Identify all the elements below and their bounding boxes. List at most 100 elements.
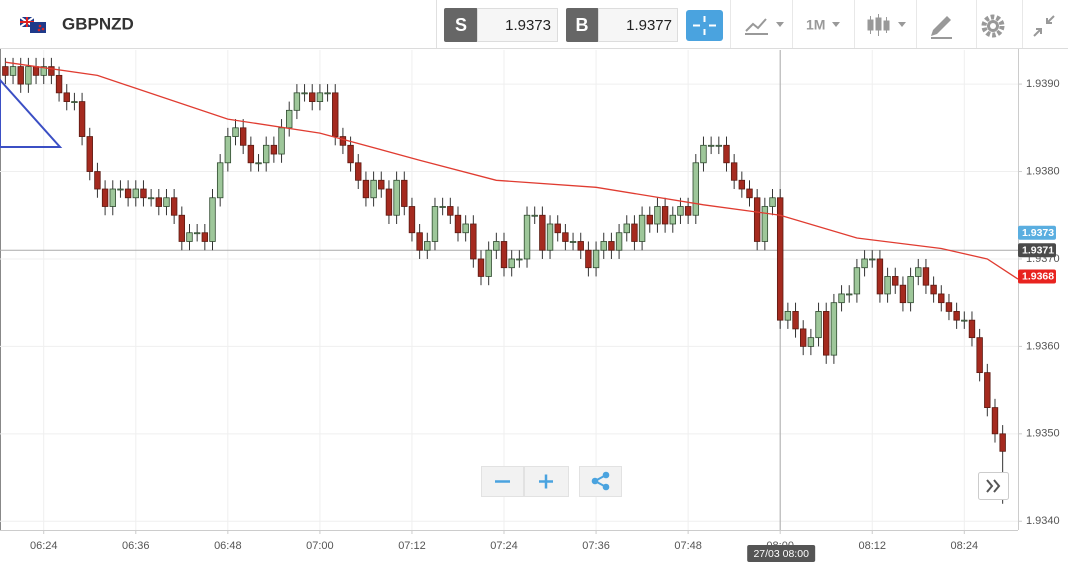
candle-body bbox=[692, 162, 699, 216]
candle-body bbox=[201, 232, 209, 242]
candle-body bbox=[25, 66, 32, 85]
candle-body bbox=[193, 232, 201, 235]
candle-body bbox=[301, 92, 308, 95]
candle-body bbox=[232, 127, 239, 137]
candle-body bbox=[991, 407, 999, 435]
candle-body bbox=[500, 241, 508, 269]
sell-price: 1.9373 bbox=[505, 17, 551, 34]
candle-body bbox=[730, 162, 738, 181]
candle-body bbox=[715, 144, 723, 147]
candle-body bbox=[945, 302, 953, 312]
buy-label-box bbox=[566, 8, 599, 42]
candle-body bbox=[101, 188, 109, 207]
candle-body bbox=[769, 197, 776, 207]
candle-body bbox=[316, 92, 324, 102]
candle-body bbox=[562, 232, 569, 242]
candle-body bbox=[71, 101, 78, 103]
crosshair-time-box bbox=[747, 545, 816, 562]
candle-body bbox=[623, 223, 630, 234]
y-tick-label: 1.9390 bbox=[1026, 78, 1060, 90]
candle-body bbox=[531, 214, 538, 217]
candle-body bbox=[746, 188, 753, 199]
x-tick-label: 07:36 bbox=[582, 540, 610, 552]
x-tick-label: 06:36 bbox=[122, 540, 150, 552]
candle-body bbox=[884, 276, 891, 295]
candle-body bbox=[332, 92, 339, 137]
candle-body bbox=[270, 144, 278, 155]
x-tick-label: 07:00 bbox=[306, 540, 334, 552]
zoom-in-button[interactable] bbox=[524, 466, 569, 497]
candle-body bbox=[477, 258, 485, 277]
draw-tool-button[interactable] bbox=[931, 16, 952, 39]
candle-body bbox=[776, 197, 784, 321]
timeframe-button[interactable]: 1M bbox=[806, 17, 840, 33]
sell-label-box bbox=[444, 8, 478, 42]
candle-body bbox=[17, 66, 24, 85]
candle-body bbox=[255, 162, 262, 165]
x-tick-label: 07:12 bbox=[398, 540, 426, 552]
candle-body bbox=[846, 293, 853, 296]
candle-body bbox=[761, 206, 769, 242]
buy-price-box bbox=[598, 8, 678, 42]
sell-button[interactable]: S 1.9373 bbox=[444, 8, 558, 42]
triangle-drawing[interactable] bbox=[0, 78, 63, 148]
zoom-out-button[interactable] bbox=[481, 466, 524, 497]
candle-body bbox=[86, 136, 93, 172]
candle-body bbox=[454, 214, 462, 234]
candle-body bbox=[631, 223, 638, 242]
y-tick-label: 1.9380 bbox=[1026, 165, 1060, 177]
candle-body bbox=[984, 372, 991, 408]
candle-body bbox=[362, 179, 370, 199]
collapse-button[interactable] bbox=[1033, 15, 1055, 37]
candle-body bbox=[830, 302, 838, 356]
candle-body bbox=[462, 223, 469, 234]
candle-body bbox=[385, 188, 393, 216]
candle-body bbox=[638, 214, 646, 242]
chart-type-button[interactable] bbox=[745, 18, 784, 35]
buy-button[interactable]: B 1.9377 bbox=[566, 8, 678, 42]
crosshair-button[interactable] bbox=[686, 10, 723, 41]
candle-body bbox=[324, 92, 331, 95]
x-tick-label: 08:24 bbox=[951, 540, 979, 552]
candle-body bbox=[684, 206, 692, 216]
price-marker bbox=[1018, 269, 1056, 284]
candle-body bbox=[654, 206, 661, 225]
candle-style-button[interactable] bbox=[867, 14, 906, 36]
candle-body bbox=[262, 144, 270, 164]
scroll-to-end-button[interactable] bbox=[978, 472, 1009, 500]
settings-button[interactable] bbox=[981, 14, 1005, 38]
candle-body bbox=[853, 267, 861, 295]
candle-body bbox=[63, 92, 70, 102]
candle-body bbox=[216, 162, 224, 199]
candle-body bbox=[585, 249, 592, 269]
price-marker bbox=[1018, 243, 1056, 258]
candle-body bbox=[792, 311, 799, 330]
candle-body bbox=[370, 179, 377, 199]
candle-body bbox=[416, 232, 423, 251]
candle-body bbox=[247, 144, 255, 164]
candle-body bbox=[600, 241, 607, 251]
candle-body bbox=[976, 337, 983, 374]
candle-body bbox=[799, 328, 807, 347]
x-tick-label: 08:12 bbox=[858, 540, 886, 552]
buy-price: 1.9377 bbox=[626, 17, 672, 34]
candle-body bbox=[209, 197, 216, 242]
candle-body bbox=[117, 188, 124, 191]
candle-body bbox=[78, 101, 86, 137]
candle-body bbox=[677, 206, 684, 216]
candle-body bbox=[646, 214, 653, 225]
candle-body bbox=[700, 144, 707, 164]
candle-body bbox=[569, 241, 577, 243]
overlay: 1.9373 1.9371 1.9368 27/03 08:00 bbox=[747, 225, 1056, 562]
candle-body bbox=[493, 241, 500, 251]
candle-body bbox=[961, 319, 968, 322]
share-button[interactable] bbox=[579, 466, 622, 497]
candle-body bbox=[355, 162, 362, 181]
candle-body bbox=[838, 293, 845, 304]
candle-body bbox=[815, 311, 822, 339]
candle-body bbox=[930, 284, 937, 295]
y-tick-label: 1.9360 bbox=[1026, 340, 1060, 352]
candle-body bbox=[163, 197, 170, 207]
price-marker-label: 1.9368 bbox=[1022, 271, 1054, 283]
